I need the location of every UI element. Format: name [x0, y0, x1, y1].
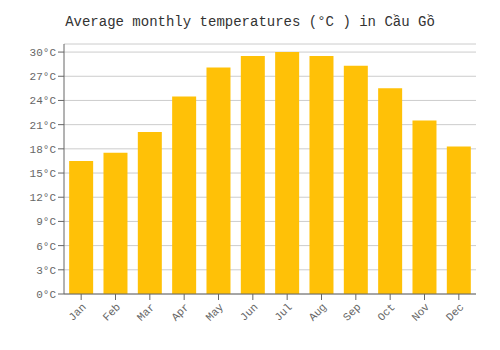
- svg-text:Feb: Feb: [101, 301, 123, 323]
- svg-text:0°C: 0°C: [36, 289, 56, 301]
- svg-text:9°C: 9°C: [36, 216, 56, 228]
- svg-text:Aug: Aug: [307, 301, 329, 323]
- svg-text:18°C: 18°C: [30, 144, 57, 156]
- svg-text:3°C: 3°C: [36, 265, 56, 277]
- svg-text:6°C: 6°C: [36, 241, 56, 253]
- svg-text:27°C: 27°C: [30, 71, 57, 83]
- svg-text:21°C: 21°C: [30, 120, 57, 132]
- svg-text:Nov: Nov: [410, 301, 433, 324]
- svg-text:Mar: Mar: [135, 301, 157, 323]
- svg-text:Sep: Sep: [341, 301, 363, 323]
- svg-text:Jul: Jul: [272, 301, 294, 323]
- svg-text:Oct: Oct: [375, 301, 397, 323]
- svg-text:Jan: Jan: [66, 301, 88, 323]
- svg-text:Dec: Dec: [444, 301, 466, 323]
- svg-text:Jun: Jun: [238, 301, 260, 323]
- svg-text:12°C: 12°C: [30, 192, 57, 204]
- svg-text:15°C: 15°C: [30, 168, 57, 180]
- svg-text:May: May: [204, 301, 227, 324]
- svg-text:30°C: 30°C: [30, 47, 57, 59]
- html-text:Average monthly temperatures (: Average monthly temperatures (°C ) in Cầ…: [65, 14, 435, 30]
- svg-text:Apr: Apr: [169, 301, 191, 323]
- svg-text:24°C: 24°C: [30, 95, 57, 107]
